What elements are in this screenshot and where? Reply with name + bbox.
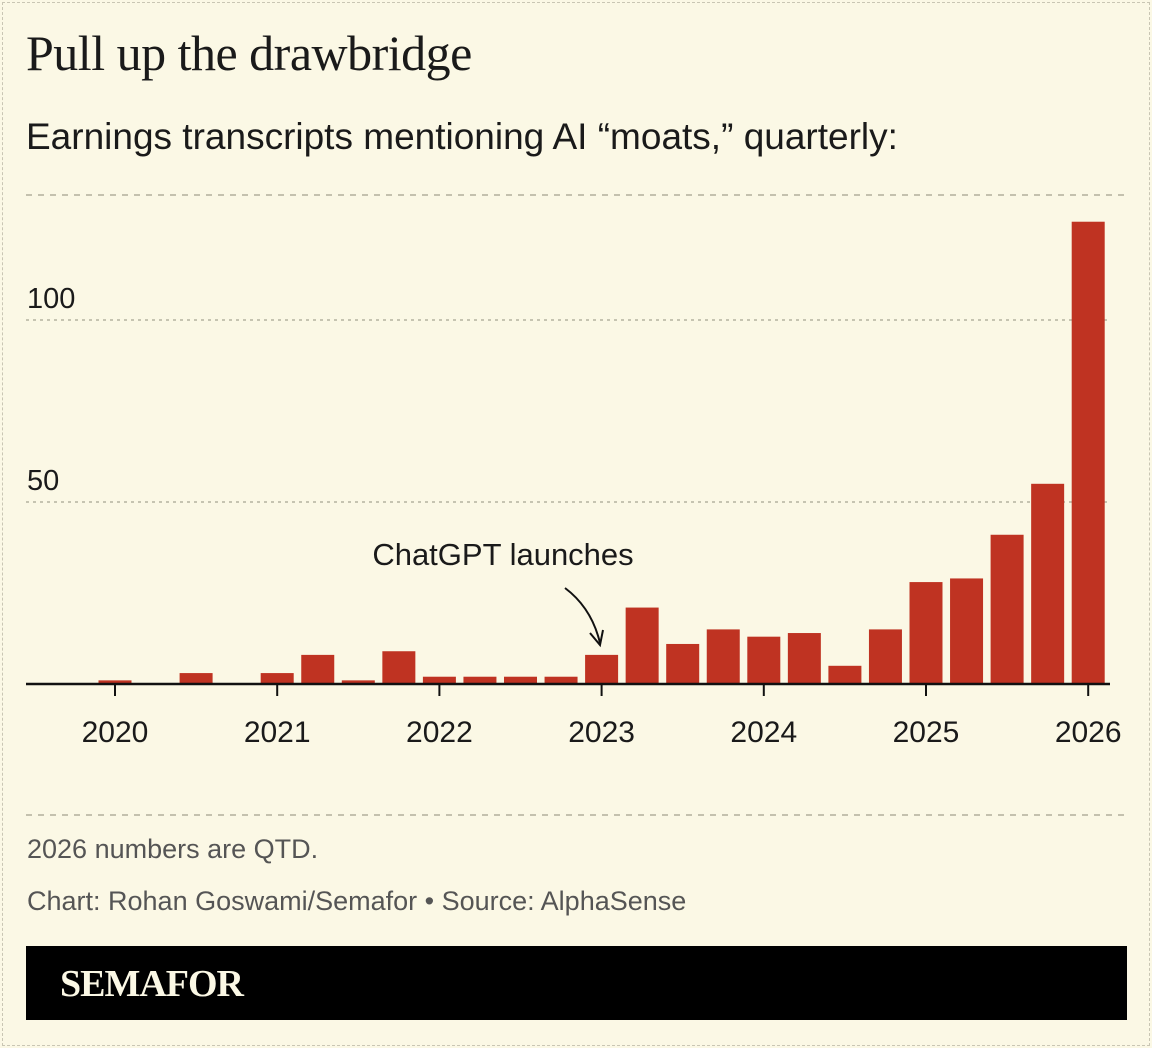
x-tick-label: 2025 xyxy=(893,716,960,749)
bar xyxy=(301,654,335,684)
bar xyxy=(382,651,416,684)
chart-title: Pull up the drawbridge xyxy=(26,25,472,81)
bar xyxy=(98,680,132,684)
bar xyxy=(625,607,659,684)
bar xyxy=(544,676,578,684)
footnote: 2026 numbers are QTD. xyxy=(27,834,319,864)
bar xyxy=(950,578,984,684)
bar xyxy=(666,643,700,684)
arrow-head-icon xyxy=(589,629,604,648)
bar xyxy=(990,534,1024,684)
brand-bar: SEMAFOR xyxy=(26,946,1127,1020)
bar xyxy=(179,673,213,684)
bar xyxy=(909,582,943,684)
bar xyxy=(1071,221,1105,684)
bar xyxy=(706,629,740,684)
bar xyxy=(787,633,821,684)
bar xyxy=(585,654,619,684)
annotation-label: ChatGPT launches xyxy=(372,537,633,572)
chart-subtitle: Earnings transcripts mentioning AI “moat… xyxy=(26,116,898,157)
bar xyxy=(828,665,862,684)
x-tick-label: 2020 xyxy=(82,716,149,749)
annotation-arrow xyxy=(564,587,601,644)
bar xyxy=(1031,483,1065,684)
bar xyxy=(341,680,375,684)
bar xyxy=(422,676,456,684)
source-credit: Chart: Rohan Goswami/Semafor • Source: A… xyxy=(27,886,687,916)
y-tick-label: 100 xyxy=(27,283,75,315)
y-tick-label: 50 xyxy=(27,465,59,497)
bar xyxy=(504,676,537,684)
x-tick-label: 2026 xyxy=(1055,716,1122,749)
bar xyxy=(747,636,781,684)
bar xyxy=(868,629,902,684)
x-tick-label: 2021 xyxy=(244,716,311,749)
bar xyxy=(463,676,497,684)
x-tick-label: 2024 xyxy=(730,716,797,749)
bar xyxy=(260,673,294,684)
x-tick-label: 2023 xyxy=(568,716,635,749)
semafor-logo: SEMAFOR xyxy=(60,963,244,1005)
x-tick-label: 2022 xyxy=(406,716,473,749)
